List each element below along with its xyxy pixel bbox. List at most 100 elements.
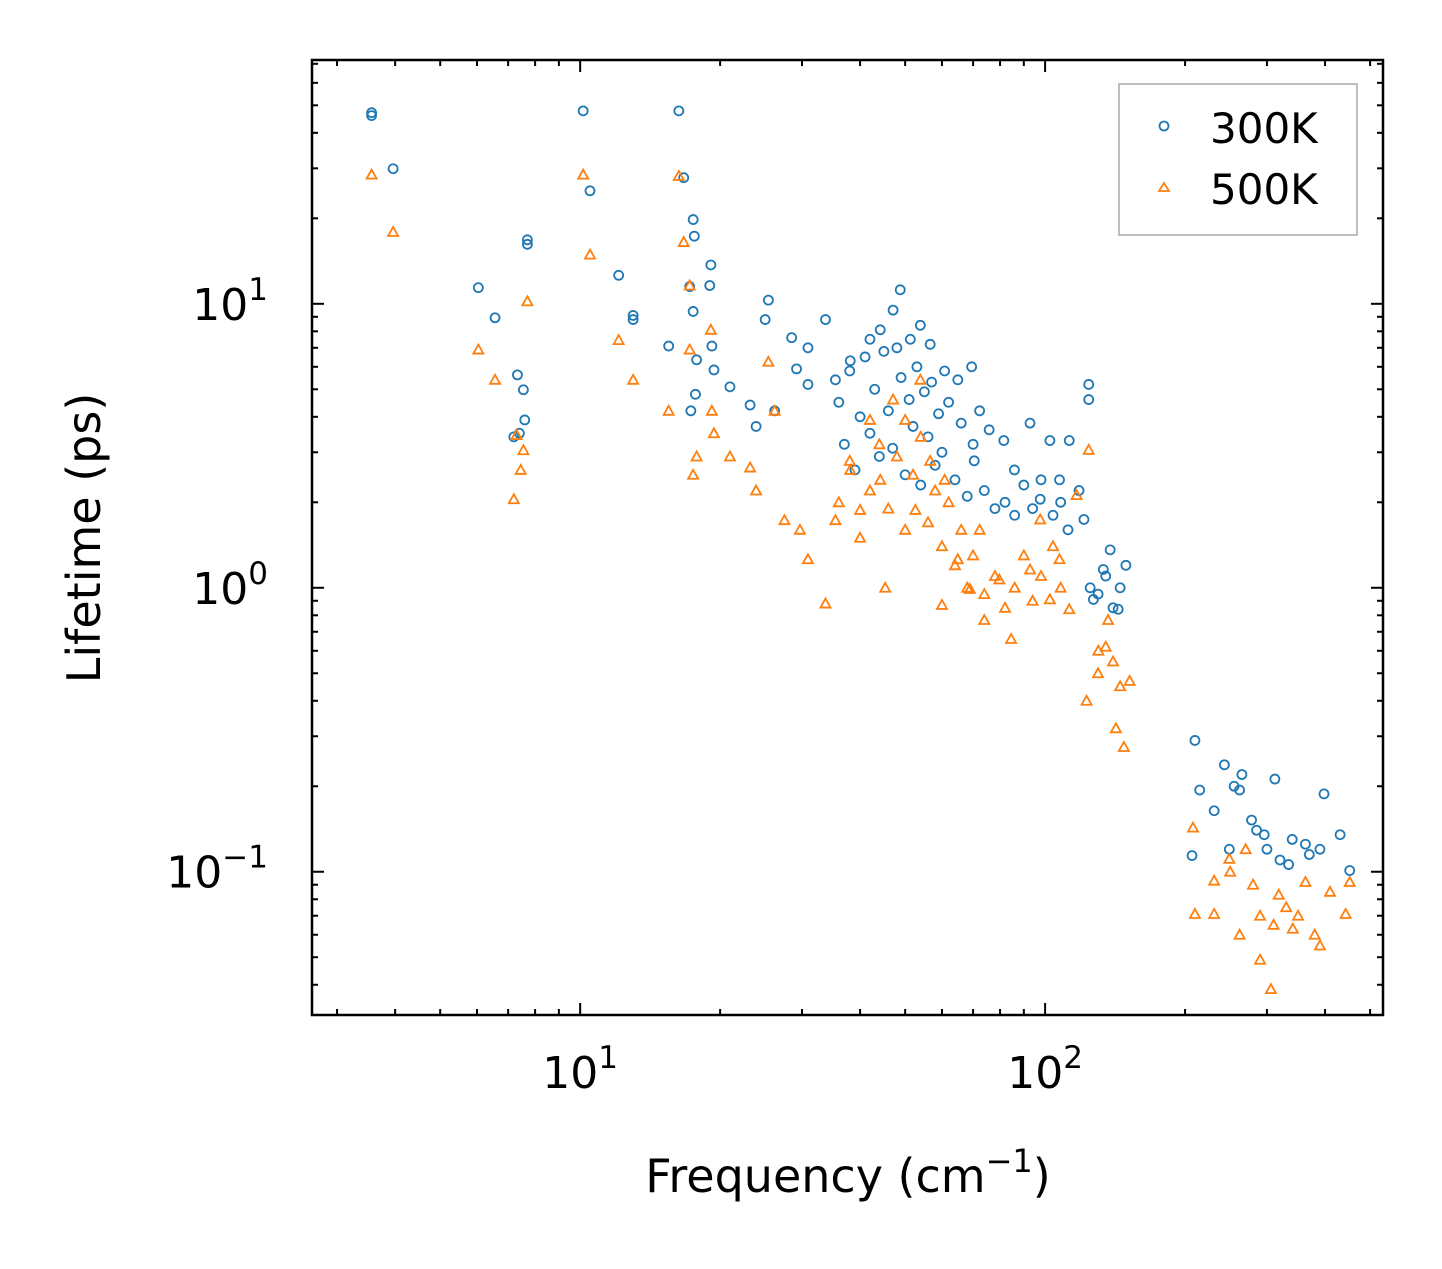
- point-300k: [1084, 582, 1096, 594]
- point-500k: [843, 463, 857, 475]
- series-300k: [366, 105, 1356, 876]
- point-500k: [818, 596, 833, 609]
- point-500k: [1188, 907, 1202, 919]
- point-300k: [673, 105, 685, 117]
- point-500k: [683, 342, 697, 355]
- point-500k: [1298, 875, 1312, 887]
- legend-label-500k: 500K: [1210, 165, 1319, 214]
- point-300k: [1208, 805, 1220, 817]
- point-500k: [853, 530, 867, 543]
- point-300k: [687, 214, 699, 225]
- point-300k: [750, 421, 762, 432]
- series-500k: [365, 167, 1357, 995]
- point-300k: [1097, 564, 1109, 575]
- point-300k: [1274, 854, 1286, 866]
- point-500k: [1186, 820, 1200, 833]
- point-500k: [1106, 654, 1120, 667]
- point-300k: [1112, 603, 1124, 615]
- point-300k: [887, 304, 899, 316]
- point-500k: [951, 552, 965, 565]
- point-500k: [935, 598, 949, 610]
- point-500k: [1017, 548, 1031, 561]
- point-300k: [864, 333, 876, 345]
- point-300k: [894, 284, 906, 296]
- point-300k: [786, 332, 798, 344]
- point-500k: [1323, 884, 1337, 897]
- point-300k: [472, 282, 484, 294]
- point-300k: [708, 364, 720, 376]
- point-300k: [1114, 582, 1126, 594]
- point-300k: [521, 234, 533, 246]
- point-300k: [833, 396, 845, 408]
- point-500k: [471, 342, 485, 355]
- point-500k: [966, 548, 980, 561]
- point-300k: [1189, 735, 1201, 746]
- point-300k: [1044, 435, 1056, 446]
- point-500k: [1023, 562, 1037, 575]
- point-500k: [1267, 918, 1281, 930]
- point-500k: [1123, 674, 1137, 686]
- point-500k: [977, 587, 991, 600]
- point-500k: [872, 437, 886, 450]
- point-300k: [949, 474, 961, 486]
- point-500k: [672, 169, 686, 181]
- point-300k: [687, 306, 699, 317]
- point-300k: [924, 338, 936, 350]
- point-500k: [1291, 908, 1305, 921]
- point-300k: [983, 424, 995, 436]
- point-500k: [1109, 721, 1123, 734]
- point-300k: [955, 417, 967, 429]
- y-axis-label: Lifetime (ps): [57, 393, 111, 684]
- point-300k: [1100, 570, 1112, 582]
- point-300k: [387, 163, 399, 175]
- point-300k: [838, 438, 850, 450]
- point-300k: [989, 503, 1001, 515]
- point-300k: [968, 455, 980, 467]
- point-500k: [906, 467, 920, 480]
- point-500k: [1062, 602, 1076, 615]
- point-500k: [1207, 873, 1221, 886]
- point-500k: [1279, 900, 1293, 913]
- point-500k: [1308, 927, 1322, 940]
- point-300k: [1047, 509, 1059, 521]
- point-300k: [887, 442, 899, 454]
- point-300k: [762, 294, 774, 306]
- point-500k: [1070, 488, 1084, 501]
- point-300k: [1018, 479, 1030, 491]
- point-300k: [663, 340, 675, 352]
- point-300k: [1024, 417, 1036, 429]
- point-300k: [895, 372, 907, 383]
- point-300k: [519, 414, 531, 426]
- point-300k: [724, 381, 736, 393]
- point-300k: [627, 314, 639, 325]
- point-500k: [973, 522, 987, 535]
- point-300k: [891, 342, 903, 354]
- point-300k: [518, 384, 529, 396]
- point-500k: [686, 467, 700, 480]
- point-500k: [898, 522, 912, 535]
- plot-frame: [310, 58, 1385, 1017]
- point-300k: [627, 310, 639, 321]
- point-500k: [1080, 693, 1094, 706]
- point-500k: [626, 372, 640, 385]
- x-axis-label: Frequency (cm−1): [645, 1142, 1050, 1203]
- point-500k: [963, 582, 977, 594]
- point-500k: [777, 513, 791, 526]
- point-500k: [662, 403, 676, 416]
- point-300k: [1246, 814, 1257, 826]
- point-500k: [881, 501, 895, 514]
- y-tick-label: 100: [192, 556, 268, 615]
- x-tick-label: 101: [542, 1040, 618, 1099]
- point-500k: [1026, 593, 1040, 606]
- point-300k: [1104, 544, 1116, 556]
- point-500k: [942, 495, 956, 508]
- point-300k: [1303, 849, 1315, 860]
- point-500k: [832, 495, 846, 508]
- point-300k: [1334, 829, 1346, 841]
- point-500k: [520, 294, 534, 307]
- point-300k: [1218, 759, 1230, 771]
- point-300k: [1035, 474, 1047, 486]
- point-500k: [998, 600, 1012, 613]
- point-300k: [1034, 493, 1046, 505]
- point-300k: [521, 238, 533, 250]
